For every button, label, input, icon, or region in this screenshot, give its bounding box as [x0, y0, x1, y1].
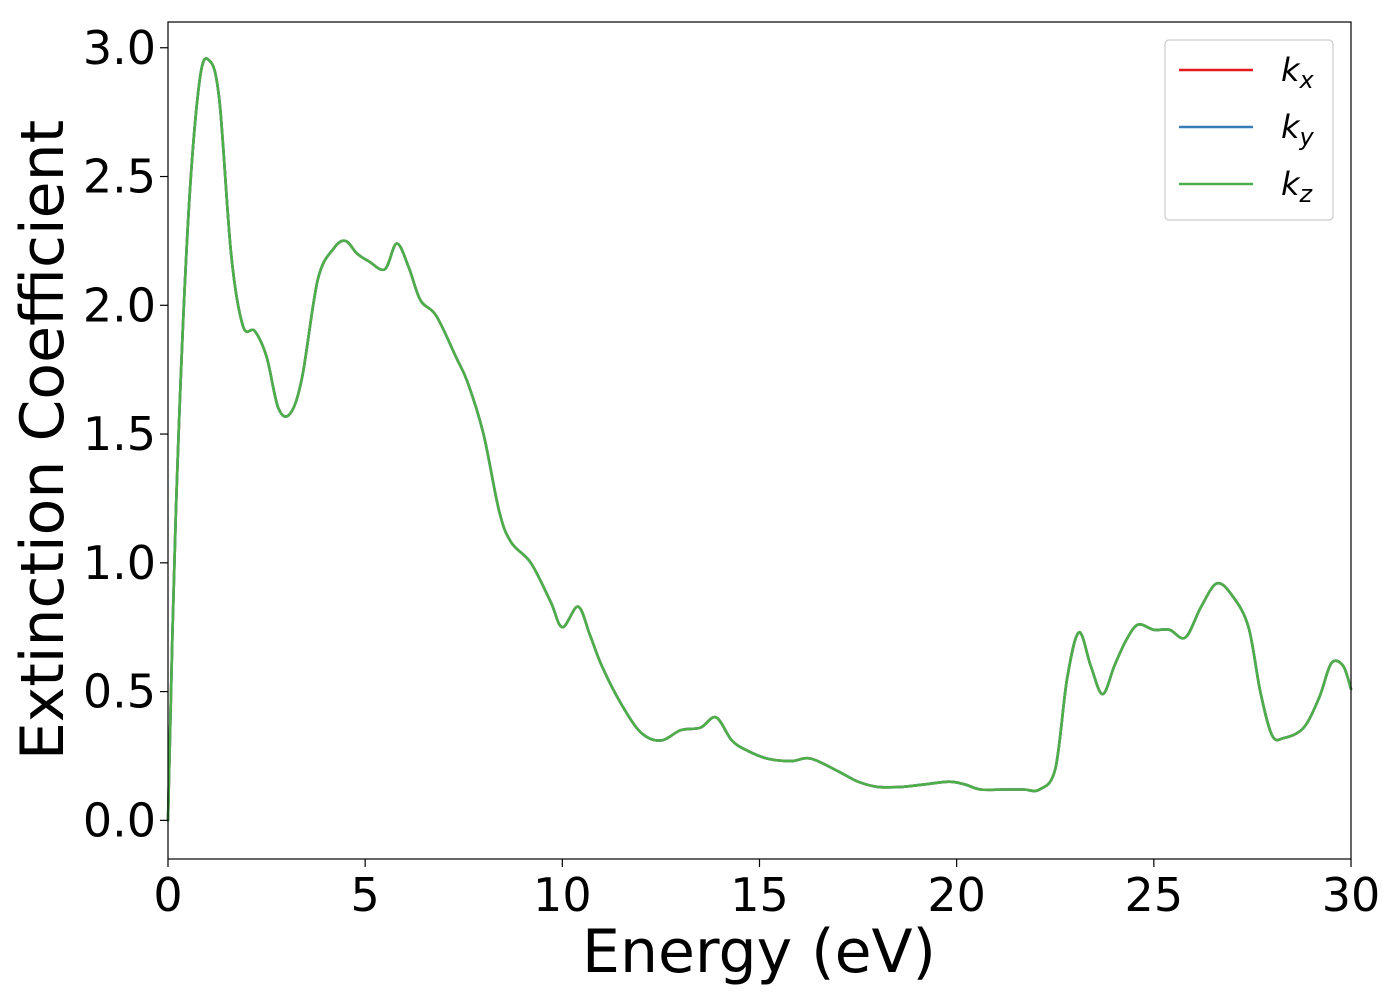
plot-background [168, 22, 1351, 859]
x-tick-label: 10 [533, 868, 592, 922]
series-line-k-z [166, 57, 1353, 822]
y-tick-label: 0.0 [83, 793, 156, 847]
y-axis-label: Extinction Coefficient [8, 120, 78, 760]
y-tick-label: 1.0 [83, 536, 156, 590]
x-axis: 0 5 10 15 20 25 30 [153, 859, 1380, 922]
series-layer [166, 57, 1353, 822]
y-tick-label: 2.5 [83, 150, 156, 204]
y-tick-label: 2.0 [83, 278, 156, 332]
y-tick-label: 0.5 [83, 665, 156, 719]
x-tick-label: 0 [153, 868, 182, 922]
x-tick-label: 5 [351, 868, 380, 922]
y-axis: 0.0 0.5 1.0 1.5 2.0 2.5 3.0 [83, 21, 168, 847]
x-tick-label: 30 [1322, 868, 1381, 922]
y-tick-label: 1.5 [83, 407, 156, 461]
x-tick-label: 25 [1125, 868, 1184, 922]
x-axis-label: Energy (eV) [582, 917, 936, 987]
x-tick-label: 15 [730, 868, 789, 922]
y-tick-label: 3.0 [83, 21, 156, 75]
x-tick-label: 20 [927, 868, 986, 922]
legend-box [1164, 39, 1334, 221]
